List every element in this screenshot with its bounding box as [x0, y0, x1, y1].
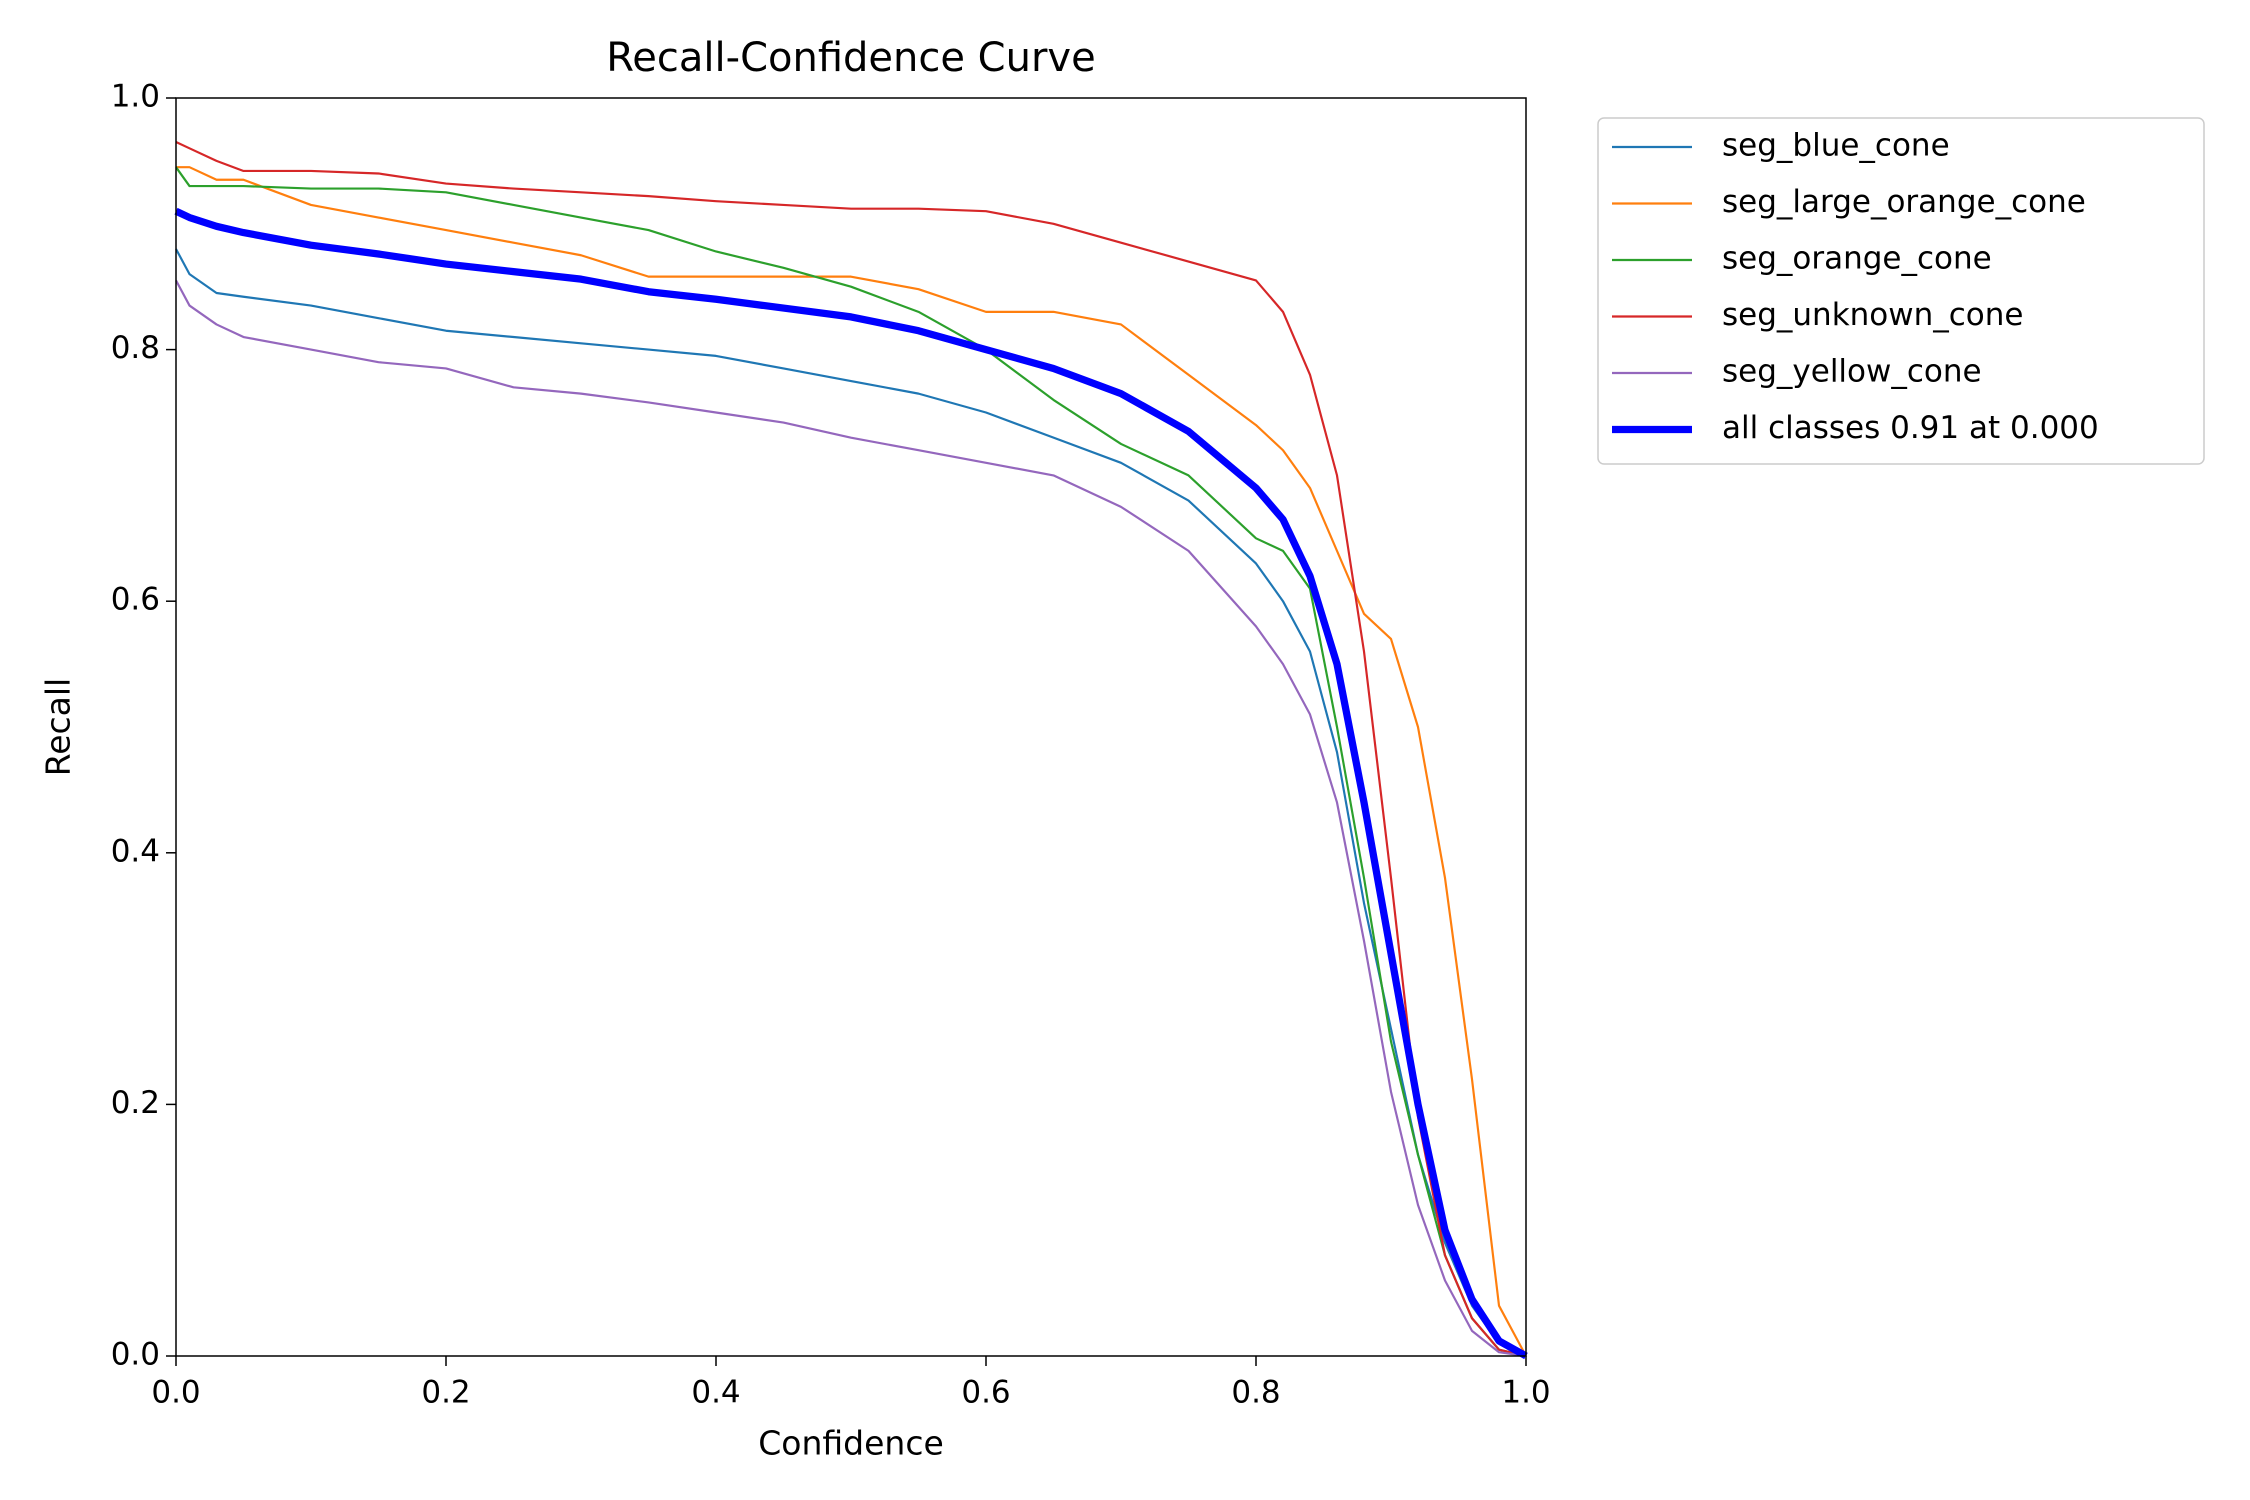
legend-label: seg_large_orange_cone — [1722, 184, 2086, 220]
y-tick-label: 0.0 — [111, 1337, 160, 1373]
y-tick-label: 0.6 — [111, 582, 160, 618]
line-series — [175, 279, 1527, 1358]
x-tick-label: 0.2 — [421, 1375, 470, 1411]
line-series — [175, 141, 1527, 1358]
legend-label: seg_yellow_cone — [1722, 354, 1982, 390]
line-series — [176, 166, 1527, 1357]
x-tick-label: 0.4 — [691, 1375, 740, 1411]
legend-label: all classes 0.91 at 0.000 — [1722, 410, 2099, 446]
y-tick-label: 0.4 — [111, 833, 160, 869]
x-axis-label: Confidence — [758, 1424, 944, 1463]
chart-title: Recall-Confidence Curve — [606, 35, 1095, 81]
plot-frame — [175, 97, 1527, 1357]
legend-label: seg_blue_cone — [1722, 128, 1950, 164]
y-tick-label: 0.2 — [111, 1085, 160, 1121]
x-tick-label: 0.6 — [961, 1375, 1010, 1411]
y-tick-label: 1.0 — [111, 79, 160, 115]
x-tick-label: 1.0 — [1501, 1375, 1550, 1411]
x-tick-label: 0.8 — [1231, 1375, 1280, 1411]
legend-box — [1597, 117, 2205, 465]
y-tick-label: 0.8 — [111, 330, 160, 366]
y-axis-label: Recall — [39, 678, 78, 776]
line-series — [174, 207, 1528, 1360]
line-series — [175, 248, 1527, 1357]
x-tick-label: 0.0 — [151, 1375, 200, 1411]
legend-label: seg_orange_cone — [1722, 241, 1992, 277]
legend-label: seg_unknown_cone — [1722, 297, 2024, 333]
